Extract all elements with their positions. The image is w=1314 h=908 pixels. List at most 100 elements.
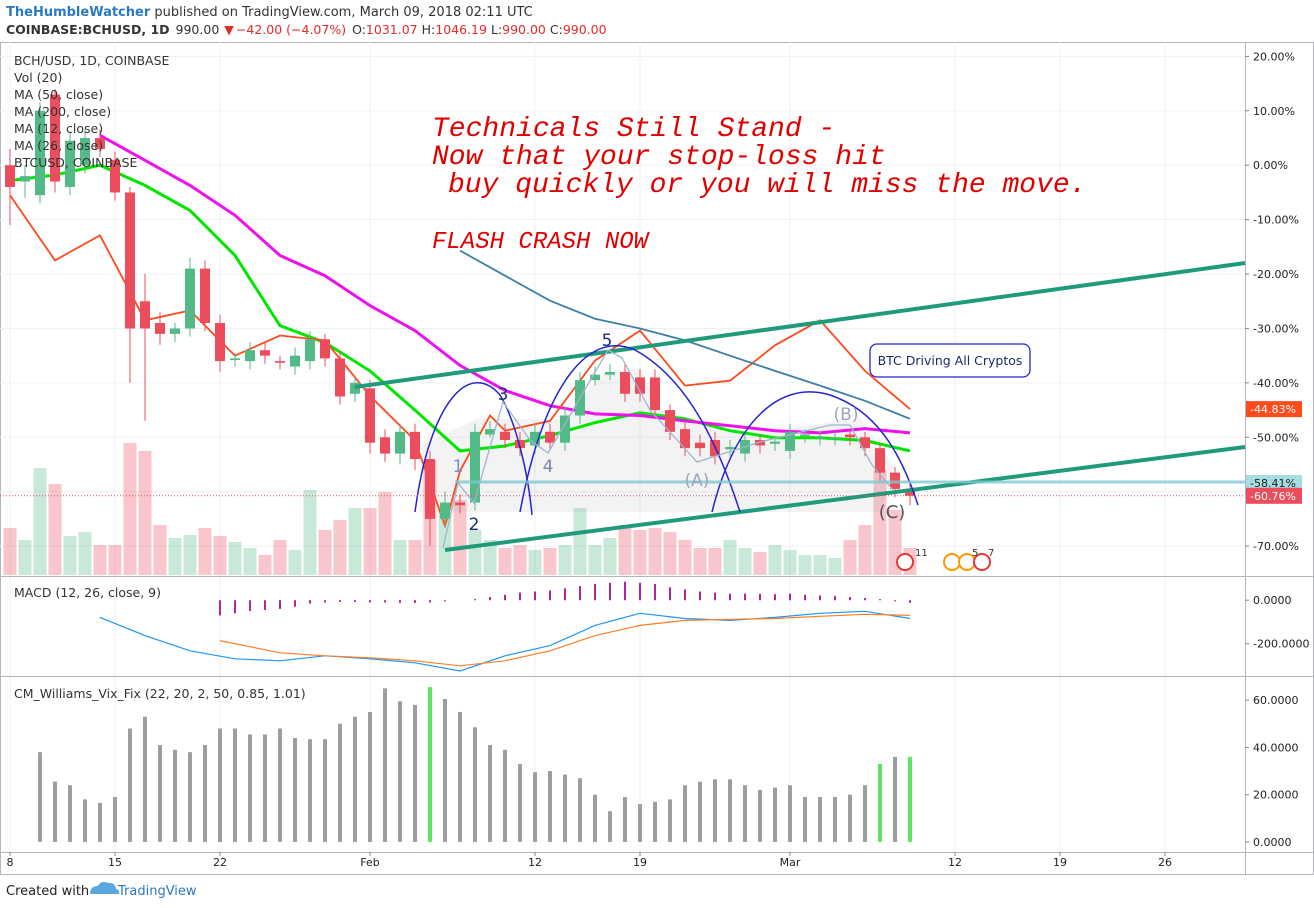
candle-body	[530, 431, 541, 446]
ohlc-value: 1046.19	[435, 22, 487, 37]
arrow: ▼	[224, 22, 234, 37]
vix-bar	[53, 781, 58, 842]
vix-bar	[383, 688, 388, 842]
macd-histogram	[609, 582, 612, 601]
vix-bar	[608, 811, 613, 842]
macd-histogram	[339, 600, 342, 602]
arc	[711, 391, 919, 513]
candle-body	[395, 431, 406, 454]
event-icon[interactable]	[943, 553, 961, 571]
volume-bar	[618, 525, 632, 575]
wave-label: 1	[453, 457, 464, 477]
y-tick-label: 10.00%	[1253, 105, 1295, 118]
x-tick-label: Feb	[360, 856, 379, 869]
volume-bar	[168, 538, 182, 575]
vix-bar	[413, 704, 418, 842]
vix-bar	[803, 797, 808, 842]
candle-body	[125, 192, 136, 329]
macd-histogram	[864, 598, 867, 601]
footer-brand[interactable]: TradingView	[117, 884, 197, 899]
macd-histogram	[744, 593, 747, 601]
price-badge	[1246, 475, 1302, 492]
wave-path	[442, 349, 894, 549]
callout: BTC Driving All Cryptos	[878, 353, 1023, 368]
vix-bar	[713, 779, 718, 842]
volume-bar	[708, 548, 722, 575]
vix-bar	[833, 797, 838, 842]
macd-histogram	[399, 600, 402, 603]
vix-bar	[203, 745, 208, 842]
wave-label: (A)	[685, 471, 710, 491]
legend-entry: MA (200, close)	[14, 104, 111, 119]
volume-bar	[198, 528, 212, 575]
arc	[519, 345, 741, 513]
volume-bar	[408, 540, 422, 575]
wave-label: 3	[498, 385, 509, 405]
x-tick-label: 12	[528, 856, 542, 869]
volume-bar	[603, 538, 617, 575]
legend-entry: MA (26, close)	[14, 138, 103, 153]
y-tick-label: -20.00%	[1253, 268, 1299, 281]
volume-bar	[528, 550, 542, 575]
vix-bar	[548, 771, 553, 842]
vix-bar	[248, 734, 253, 842]
y-tick-label: 40.0000	[1253, 741, 1299, 754]
macd-histogram	[729, 593, 732, 601]
vix-bar	[893, 756, 898, 842]
volume-bar	[828, 558, 842, 575]
macd-histogram	[219, 600, 222, 616]
annotation: buy quickly or you will miss the move.	[448, 170, 1087, 201]
candle-body	[695, 442, 706, 449]
footer-text: Created with	[6, 884, 89, 899]
candle-body	[680, 429, 691, 449]
vix-bar	[698, 781, 703, 842]
macd-histogram	[549, 590, 552, 601]
volume-bar	[228, 542, 242, 575]
candle-body	[500, 431, 511, 440]
event-icon[interactable]	[973, 553, 991, 571]
candle-body	[770, 441, 781, 444]
candle-body	[20, 176, 31, 182]
vix-bar	[533, 772, 538, 842]
volume-bar	[93, 545, 107, 575]
candles	[5, 89, 916, 547]
macd-histogram	[579, 586, 582, 601]
author[interactable]: TheHumbleWatcher	[6, 5, 151, 20]
macd-histogram	[624, 581, 627, 601]
candle-body	[320, 339, 331, 359]
price-badge-label: -44.83%	[1250, 403, 1296, 416]
candle-body	[665, 410, 676, 432]
volume-bar	[468, 530, 482, 575]
macd-histogram	[909, 600, 912, 603]
volume-bar	[363, 508, 377, 575]
x-tick-label: 26	[1158, 856, 1172, 869]
candle-body	[140, 301, 151, 329]
candle-body	[365, 388, 376, 443]
vix-bar	[398, 701, 403, 842]
event-icon[interactable]	[896, 553, 914, 571]
volume-bar	[213, 536, 227, 575]
vix-bar	[128, 728, 133, 842]
volume-bar	[288, 550, 302, 575]
wave-label: 4	[543, 457, 554, 477]
volume-bar	[693, 548, 707, 575]
volume-bar	[348, 508, 362, 575]
volume-bar	[633, 530, 647, 575]
volume-bar	[513, 545, 527, 575]
volume-bar	[153, 525, 167, 575]
candle-body	[230, 358, 241, 361]
x-tick-label: 12	[948, 856, 962, 869]
x-tick-label: Mar	[780, 856, 801, 869]
ohlc-value: 1031.07	[366, 22, 418, 37]
candle-body	[110, 159, 121, 193]
vix-bar	[773, 787, 778, 842]
vix-bar	[848, 794, 853, 842]
candle-body	[155, 323, 166, 334]
y-tick-label: -50.00%	[1253, 431, 1299, 444]
candle-body	[425, 459, 436, 519]
vix-bar	[83, 799, 88, 842]
y-tick-label: 20.0000	[1253, 789, 1299, 802]
legend-entry: Vol (20)	[14, 70, 62, 85]
macd-histogram	[594, 583, 597, 601]
drawings	[354, 261, 1246, 552]
